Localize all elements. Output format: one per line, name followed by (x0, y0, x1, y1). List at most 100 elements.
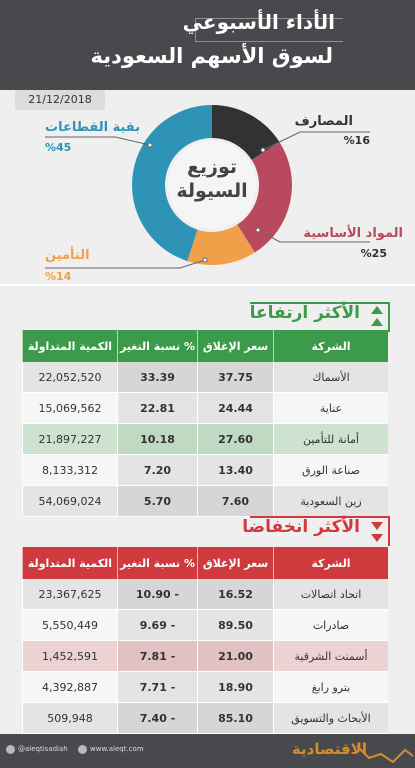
label-banks: المصارف (294, 114, 353, 129)
page-header: الأداء الأسبوعي لسوق الأسهم السعودية (0, 0, 415, 90)
table-row: 5,550,449 9.69 -89.50 صادرات (22, 610, 388, 641)
leader-dot-materials (255, 227, 261, 233)
pct-basic-materials: %25 (360, 247, 387, 260)
brand-logo: الاقتصادية (291, 740, 367, 758)
label-other-sectors: بقية القطاعات (45, 120, 141, 135)
losers-header-frame (250, 516, 390, 546)
up-arrow-icon-2 (371, 318, 383, 326)
donut-center-line1: توزيع (186, 156, 238, 178)
gainers-header-frame (250, 302, 390, 332)
leader-line-insurance (179, 259, 206, 269)
gainers-table-header: الكمية المتداولة نسبة التغير % سعر الإغل… (22, 330, 388, 362)
cell-change: 7.71 - (117, 672, 197, 703)
table-row: 15,069,562 22.81 24.44 عناية (22, 393, 388, 424)
cell-qty: 22,052,520 (22, 362, 117, 393)
losers-table-header: الكمية المتداولة نسبة التغير % سعر الإغل… (22, 547, 388, 579)
cell-company: صادرات (273, 610, 388, 641)
cell-qty: 54,069,024 (22, 486, 117, 517)
website-link[interactable]: www.aleqt.com (90, 745, 144, 753)
table-row: 21,897,227 10.18 27.60 أمانة للتأمين (22, 424, 388, 455)
pct-banks: %16 (343, 134, 370, 147)
cell-qty: 5,550,449 (22, 610, 117, 641)
cell-close: 27.60 (197, 424, 273, 455)
cell-qty: 8,133,312 (22, 455, 117, 486)
col-company: الشركة (273, 330, 388, 362)
pct-other-sectors: %45 (45, 141, 72, 154)
cell-close: 21.00 (197, 641, 273, 672)
header-title-line2: لسوق الأسهم السعودية (90, 44, 333, 68)
slice-insurance (187, 224, 255, 265)
gainers-title: الأكثر ارتفاعا (249, 303, 360, 323)
cell-close: 16.52 (197, 579, 273, 610)
label-basic-materials: المواد الأساسية (303, 226, 403, 241)
cell-company: عناية (273, 393, 388, 424)
cell-qty: 4,392,887 (22, 672, 117, 703)
cell-close: 85.10 (197, 703, 273, 734)
cell-change: 10.90 - (117, 579, 197, 610)
cell-company: زين السعودية (273, 486, 388, 517)
slice-basic-materials (237, 142, 292, 253)
social-handle[interactable]: @aleqtisadiah (18, 745, 68, 753)
col-qty: الكمية المتداولة (22, 547, 117, 579)
cell-change: 7.20 (117, 455, 197, 486)
cell-close: 24.44 (197, 393, 273, 424)
gainers-table: الكمية المتداولة نسبة التغير % سعر الإغل… (22, 330, 388, 517)
donut-center-line2: السيولة (176, 180, 248, 202)
up-arrow-icon (371, 306, 383, 314)
donut-hole (168, 141, 256, 229)
cell-company: الأبحاث والتسويق (273, 703, 388, 734)
cell-close: 13.40 (197, 455, 273, 486)
twitter-icon (6, 745, 15, 754)
col-company: الشركة (273, 547, 388, 579)
down-arrow-icon (371, 522, 383, 530)
cell-close: 7.60 (197, 486, 273, 517)
cell-change: 7.81 - (117, 641, 197, 672)
cell-qty: 1,452,591 (22, 641, 117, 672)
cell-change: 7.40 - (117, 703, 197, 734)
page-footer: @aleqtisadiah www.aleqt.com الاقتصادية (0, 734, 415, 768)
col-close: سعر الإغلاق (197, 547, 273, 579)
cell-company: اتحاد اتصالات (273, 579, 388, 610)
down-arrow-icon-2 (371, 534, 383, 542)
cell-company: الأسماك (273, 362, 388, 393)
table-row: 8,133,312 7.20 13.40 صناعة الورق (22, 455, 388, 486)
table-row: 22,052,520 33.39 37.75 الأسماك (22, 362, 388, 393)
col-change: نسبة التغير % (117, 547, 197, 579)
slice-banks (212, 105, 280, 160)
table-row: 509,948 7.40 -85.10 الأبحاث والتسويق (22, 703, 388, 734)
leader-line-banks (262, 131, 301, 151)
donut-chart (45, 105, 370, 269)
globe-icon (78, 745, 87, 754)
label-insurance: التأمين (45, 248, 90, 263)
cell-company: صناعة الورق (273, 455, 388, 486)
cell-change: 9.69 - (117, 610, 197, 641)
header-title-frame (195, 18, 343, 42)
cell-company: بترو رابغ (273, 672, 388, 703)
cell-qty: 23,367,625 (22, 579, 117, 610)
leader-line-others (114, 136, 151, 146)
cell-company: أمانة للتأمين (273, 424, 388, 455)
cell-change: 10.18 (117, 424, 197, 455)
table-row: 4,392,887 7.71 -18.90 بترو رابغ (22, 672, 388, 703)
leader-dot-others (147, 142, 153, 148)
donut-center-label: توزيع السيولة (162, 155, 262, 203)
col-change: نسبة التغير % (117, 330, 197, 362)
cell-change: 22.81 (117, 393, 197, 424)
date-badge: 21/12/2018 (15, 90, 105, 110)
table-row: 23,367,625 10.90 -16.52 اتحاد اتصالات (22, 579, 388, 610)
leader-line-materials (257, 229, 281, 243)
losers-title: الأكثر انخفاضا (242, 517, 360, 537)
col-close: سعر الإغلاق (197, 330, 273, 362)
gainers-table-body: 22,052,520 33.39 37.75 الأسماك 15,069,562 22.… (22, 362, 388, 517)
section-divider (0, 284, 415, 286)
cell-change: 5.70 (117, 486, 197, 517)
losers-table-body: 23,367,625 10.90 -16.52 اتحاد اتصالات 5,550… (22, 579, 388, 734)
liquidity-donut-section: توزيع السيولة المصارف %16 المواد الأساسي… (0, 90, 415, 286)
col-qty: الكمية المتداولة (22, 330, 117, 362)
table-row: 1,452,591 7.81 -21.00 أسمنت الشرقية (22, 641, 388, 672)
header-title-line1: الأداء الأسبوعي (182, 10, 335, 34)
cell-qty: 509,948 (22, 703, 117, 734)
leader-dot-insurance (202, 257, 208, 263)
cell-qty: 15,069,562 (22, 393, 117, 424)
leader-dot-banks (260, 147, 266, 153)
